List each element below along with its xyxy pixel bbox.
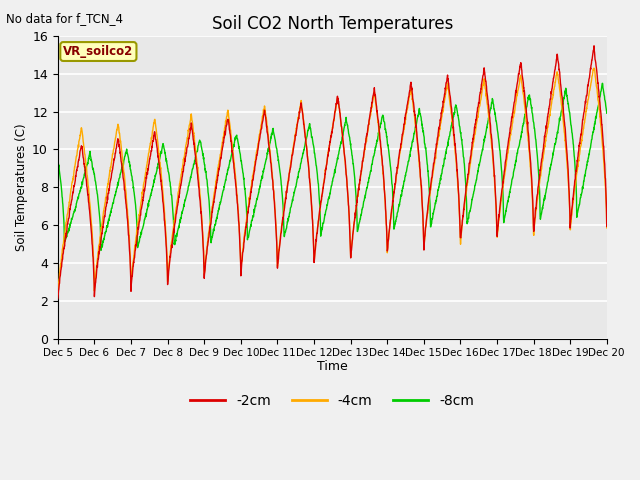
Text: No data for f_TCN_4: No data for f_TCN_4 [6,12,124,25]
Legend: -2cm, -4cm, -8cm: -2cm, -4cm, -8cm [185,388,479,413]
Title: Soil CO2 North Temperatures: Soil CO2 North Temperatures [212,15,453,33]
Text: VR_soilco2: VR_soilco2 [63,45,134,58]
Y-axis label: Soil Temperatures (C): Soil Temperatures (C) [15,123,28,251]
X-axis label: Time: Time [317,360,348,372]
